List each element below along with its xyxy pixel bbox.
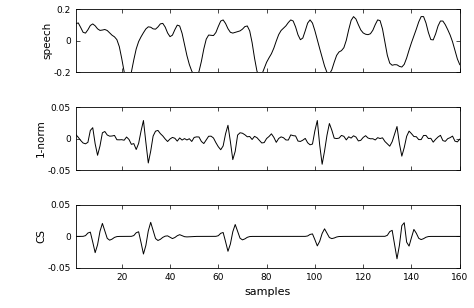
Y-axis label: speech: speech	[42, 22, 52, 59]
X-axis label: samples: samples	[245, 287, 291, 298]
Y-axis label: CS: CS	[36, 229, 46, 243]
Y-axis label: 1-norm: 1-norm	[36, 120, 46, 157]
